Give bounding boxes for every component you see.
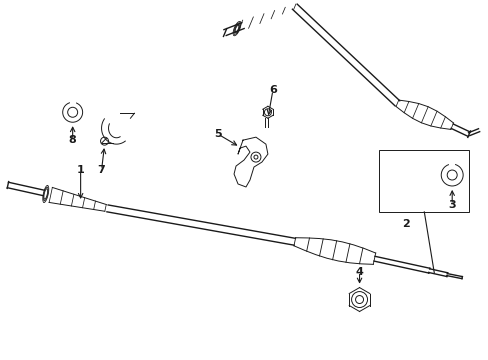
Text: 8: 8 <box>69 135 77 145</box>
Text: 6: 6 <box>268 85 276 95</box>
Text: 7: 7 <box>98 165 105 175</box>
Text: 4: 4 <box>355 267 363 276</box>
Text: 2: 2 <box>402 219 409 229</box>
Text: 3: 3 <box>447 200 455 210</box>
Bar <box>379 150 468 212</box>
Text: 5: 5 <box>214 129 222 139</box>
Text: 1: 1 <box>77 165 84 175</box>
